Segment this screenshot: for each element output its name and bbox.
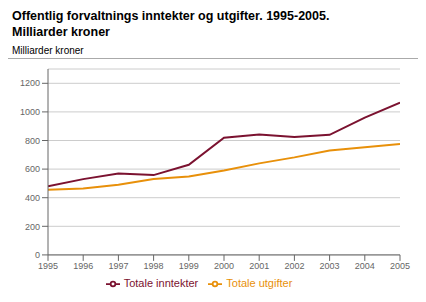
svg-text:1995: 1995 xyxy=(38,261,58,271)
svg-text:2000: 2000 xyxy=(214,261,234,271)
svg-text:1000: 1000 xyxy=(20,107,40,117)
html-text:Milliarder kroner: Milliarder kroner xyxy=(12,25,110,39)
svg-text:0: 0 xyxy=(35,250,40,260)
svg-text:2002: 2002 xyxy=(284,261,304,271)
svg-text:800: 800 xyxy=(25,136,40,146)
svg-text:1200: 1200 xyxy=(20,78,40,88)
svg-text:1997: 1997 xyxy=(108,261,128,271)
svg-text:2004: 2004 xyxy=(355,261,375,271)
svg-text:2005: 2005 xyxy=(390,261,410,271)
html-text:Milliarder kroner: Milliarder kroner xyxy=(12,45,84,56)
html-text:Totale inntekter: Totale inntekter xyxy=(123,276,199,289)
svg-text:600: 600 xyxy=(25,164,40,174)
html-text:Offentlig forvaltnings inntekt: Offentlig forvaltnings inntekter og utgi… xyxy=(12,9,330,23)
svg-text:1998: 1998 xyxy=(144,261,164,271)
svg-text:2001: 2001 xyxy=(249,261,269,271)
svg-text:1999: 1999 xyxy=(179,261,199,271)
html-text:Totale utgifter: Totale utgifter xyxy=(226,276,293,289)
svg-text:200: 200 xyxy=(25,222,40,232)
svg-text:400: 400 xyxy=(25,193,40,203)
svg-text:1996: 1996 xyxy=(73,261,93,271)
svg-text:2003: 2003 xyxy=(320,261,340,271)
